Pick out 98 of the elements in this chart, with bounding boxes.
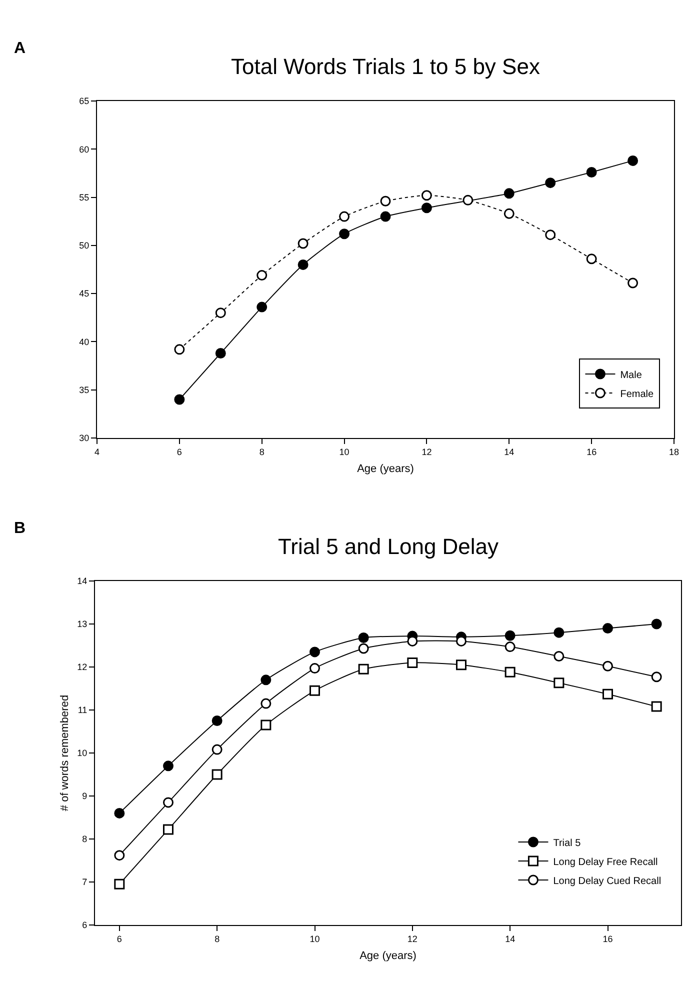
point (163, 797, 174, 808)
x-tick-label: 16 (586, 446, 597, 457)
point (174, 394, 185, 405)
point (554, 627, 564, 638)
point (215, 308, 226, 318)
point (339, 228, 350, 240)
point (602, 623, 613, 634)
point (651, 618, 662, 630)
legend-label: Long Delay Cued Recall (553, 876, 662, 887)
point (260, 720, 272, 730)
point (298, 259, 308, 270)
point (256, 302, 268, 312)
y-tick-label: 7 (82, 877, 88, 888)
point (358, 664, 369, 674)
point (628, 278, 638, 288)
point (504, 188, 514, 199)
point (114, 850, 125, 861)
point (554, 678, 564, 688)
point (586, 167, 597, 178)
x-axis-title: Age (years) (360, 950, 416, 962)
point (462, 194, 474, 206)
point (651, 701, 662, 712)
legend-label: Long Delay Free Recall (553, 856, 658, 868)
chart-title: Trial 5 and Long Delay (278, 534, 499, 559)
point (298, 238, 308, 249)
point (114, 878, 125, 890)
point (212, 716, 222, 726)
x-tick-label: 14 (504, 446, 514, 457)
x-tick-label: 6 (116, 934, 122, 944)
y-tick-label: 35 (79, 385, 90, 396)
point (602, 688, 613, 700)
x-tick-label: 10 (339, 446, 350, 457)
point (586, 254, 597, 264)
point (358, 632, 369, 644)
y-tick-label: 6 (82, 920, 88, 930)
y-tick-label: 13 (77, 619, 88, 630)
legend-label: Female (620, 388, 654, 400)
point (628, 155, 638, 166)
point (310, 646, 320, 658)
point (215, 348, 226, 359)
point (163, 824, 174, 835)
point (212, 769, 222, 780)
point (602, 660, 613, 672)
x-tick-label: 18 (668, 446, 680, 457)
point (339, 211, 350, 222)
point (174, 344, 185, 355)
point (260, 674, 272, 686)
point (504, 666, 516, 678)
point (310, 685, 320, 696)
point (163, 760, 174, 772)
x-tick-label: 10 (310, 934, 320, 944)
point (421, 202, 432, 214)
y-tick-label: 60 (79, 144, 90, 154)
point (504, 642, 516, 652)
x-tick-label: 14 (505, 934, 516, 944)
point (380, 211, 391, 222)
point (651, 672, 662, 682)
y-tick-label: 30 (79, 433, 90, 444)
x-tick-label: 12 (407, 934, 418, 944)
y-tick-label: 11 (78, 705, 88, 716)
point (256, 270, 268, 281)
x-tick-label: 12 (422, 446, 432, 457)
point (212, 744, 222, 755)
x-tick-label: 4 (94, 446, 100, 457)
x-tick-label: 16 (602, 934, 613, 944)
point (545, 230, 556, 240)
point (380, 196, 391, 206)
legend-label: Trial 5 (553, 838, 582, 849)
x-tick-label: 6 (176, 446, 182, 457)
x-axis-title: Age (years) (357, 463, 414, 475)
y-tick-label: 8 (82, 834, 88, 844)
point (504, 208, 514, 219)
y-tick-label: 50 (79, 240, 90, 251)
point (310, 663, 320, 674)
point (421, 190, 432, 201)
point (260, 698, 272, 709)
y-tick-label: 14 (77, 576, 88, 586)
text: A (14, 40, 26, 57)
point (358, 643, 369, 654)
point (456, 660, 466, 670)
point (545, 178, 556, 188)
y-tick-label: 45 (79, 288, 90, 299)
y-tick-label: 12 (77, 662, 88, 672)
y-axis-title: # of words remembered (58, 694, 71, 812)
legend-label: Male (620, 370, 642, 381)
y-tick-label: 40 (79, 336, 90, 347)
point (554, 651, 564, 662)
text: B (14, 520, 26, 537)
point (114, 808, 125, 818)
x-tick-label: 8 (259, 446, 264, 457)
x-tick-label: 8 (214, 934, 220, 944)
y-tick-label: 55 (79, 192, 90, 202)
y-tick-label: 65 (79, 96, 90, 106)
y-tick-label: 9 (82, 791, 88, 802)
chart-title: Total Words Trials 1 to 5 by Sex (231, 54, 540, 79)
point (407, 657, 418, 668)
y-tick-label: 10 (77, 748, 88, 758)
point (504, 630, 516, 641)
